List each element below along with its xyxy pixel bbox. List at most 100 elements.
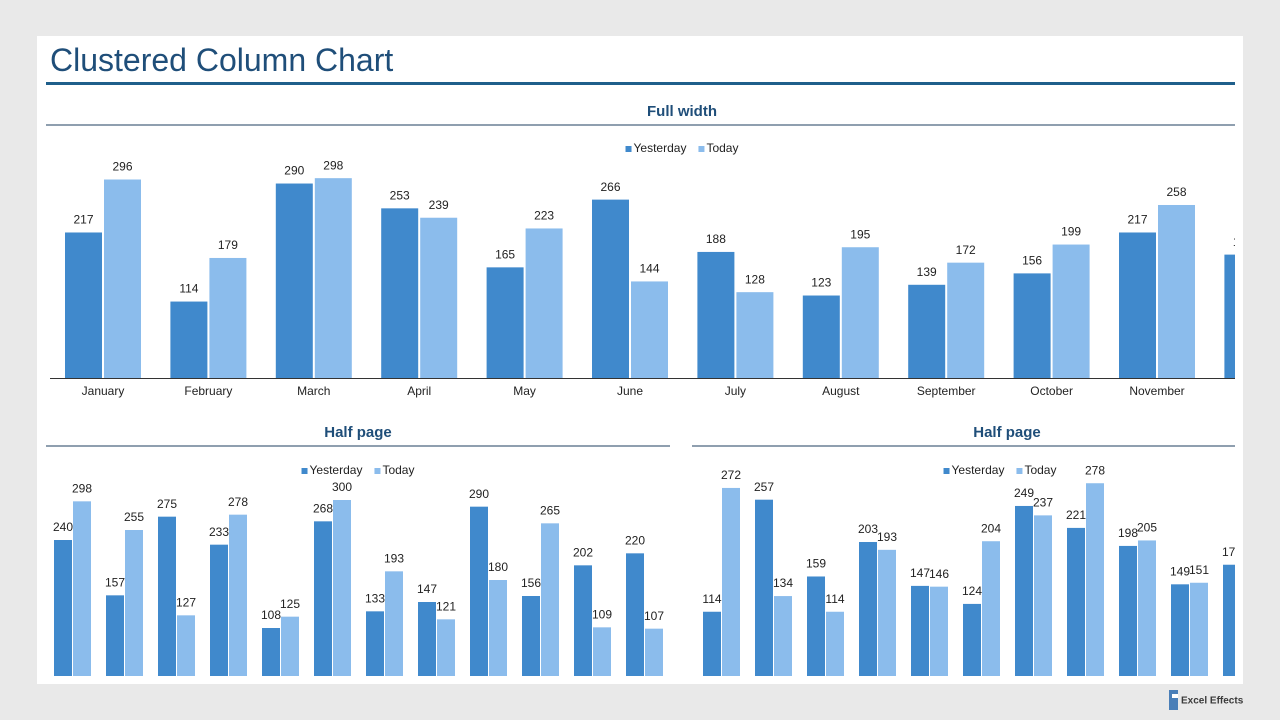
x-tick-label: April — [407, 384, 431, 398]
value-label: 217 — [1127, 213, 1147, 227]
value-label: 156 — [1022, 254, 1042, 268]
x-tick-label: March — [297, 384, 330, 398]
value-label: 237 — [1033, 496, 1053, 510]
value-label: 203 — [858, 522, 878, 536]
bar — [541, 523, 559, 676]
bar — [209, 257, 247, 378]
bar — [420, 217, 458, 378]
bar — [631, 281, 668, 378]
bar — [802, 295, 840, 378]
value-label: 133 — [365, 592, 385, 606]
value-label: 275 — [157, 497, 177, 511]
chart-title: Half page — [973, 424, 1041, 441]
legend-swatch — [625, 146, 632, 152]
value-label: 124 — [962, 584, 982, 598]
value-label: 156 — [521, 576, 541, 590]
bar — [522, 596, 540, 676]
value-label: 266 — [600, 180, 620, 194]
value-label: 298 — [323, 158, 343, 172]
bar — [281, 616, 299, 676]
value-label: 134 — [773, 576, 793, 590]
value-label: 265 — [540, 504, 560, 518]
bar — [878, 549, 896, 676]
bar — [774, 596, 792, 676]
value-label: 257 — [754, 480, 774, 494]
bar — [1224, 254, 1235, 378]
bar — [626, 553, 644, 676]
x-tick-label: August — [822, 384, 860, 398]
x-tick-label: October — [1030, 384, 1073, 398]
bar — [592, 199, 629, 378]
branding: Excel Effects — [1181, 696, 1244, 707]
value-label: 193 — [384, 552, 404, 566]
x-tick-label: June — [617, 384, 643, 398]
bar — [229, 514, 247, 676]
x-tick-label: September — [917, 384, 976, 398]
bar — [486, 267, 524, 378]
bar — [385, 571, 403, 676]
value-label: 249 — [1014, 486, 1034, 500]
bar — [366, 611, 384, 676]
value-label: 188 — [706, 232, 726, 246]
bar — [418, 602, 436, 676]
value-label: 239 — [429, 198, 449, 212]
value-label: 128 — [745, 272, 765, 286]
legend: Yesterday Today — [301, 463, 414, 477]
legend-label: Yesterday — [952, 463, 1005, 477]
bar — [722, 487, 740, 676]
value-label: 272 — [721, 468, 741, 482]
value-label: 179 — [218, 238, 238, 252]
bar — [177, 615, 195, 676]
value-label: 198 — [1118, 526, 1138, 540]
bar — [470, 506, 488, 676]
value-label: 144 — [639, 262, 659, 276]
bar — [1015, 505, 1033, 676]
plot: 1142722571341591142031931471461242042492… — [702, 463, 1242, 676]
bar — [703, 611, 721, 676]
bar — [106, 595, 124, 676]
chart: Half page Yesterday Today 114 272 257 134 159 11… — [692, 424, 1242, 676]
legend-label: Yesterday — [634, 141, 687, 155]
bar — [437, 619, 455, 676]
bar — [262, 628, 280, 676]
value-label: 123 — [811, 276, 831, 290]
value-label: 172 — [956, 243, 976, 257]
slide-title: Clustered Column Chart — [50, 42, 393, 78]
chart-title: Half page — [324, 424, 392, 441]
x-tick-label: July — [725, 384, 746, 398]
bar — [104, 179, 141, 378]
bar — [982, 541, 1000, 676]
bar — [54, 540, 72, 676]
value-label: 217 — [73, 213, 93, 227]
bar — [1086, 483, 1104, 676]
bar — [73, 501, 91, 676]
value-label: 300 — [332, 480, 352, 494]
bar — [1067, 527, 1085, 676]
bar — [1158, 204, 1195, 378]
legend-swatch — [943, 468, 950, 474]
chart-title: Full width — [647, 103, 717, 120]
plot: 217 296 114 179 290 298 253 239 165 223 266 144 188 1… — [65, 158, 1253, 378]
bar — [826, 611, 844, 676]
value-label: 127 — [176, 596, 196, 610]
bar — [1190, 582, 1208, 676]
value-label: 268 — [313, 502, 333, 516]
bar — [574, 565, 592, 676]
value-label: 147 — [417, 582, 437, 596]
value-label: 184 — [1233, 235, 1253, 249]
bar — [1171, 584, 1189, 676]
bar — [697, 251, 735, 378]
bar — [1138, 540, 1156, 676]
bar — [1223, 564, 1235, 676]
bar — [525, 228, 563, 378]
value-label: 174 — [1222, 545, 1242, 559]
bar — [841, 247, 879, 378]
value-label: 240 — [53, 520, 73, 534]
value-label: 147 — [910, 566, 930, 580]
title-rule — [46, 82, 1235, 85]
bar — [210, 544, 228, 676]
value-label: 107 — [644, 609, 664, 623]
bar — [963, 603, 981, 676]
value-label: 195 — [850, 227, 870, 241]
x-tick-label: May — [513, 384, 536, 398]
